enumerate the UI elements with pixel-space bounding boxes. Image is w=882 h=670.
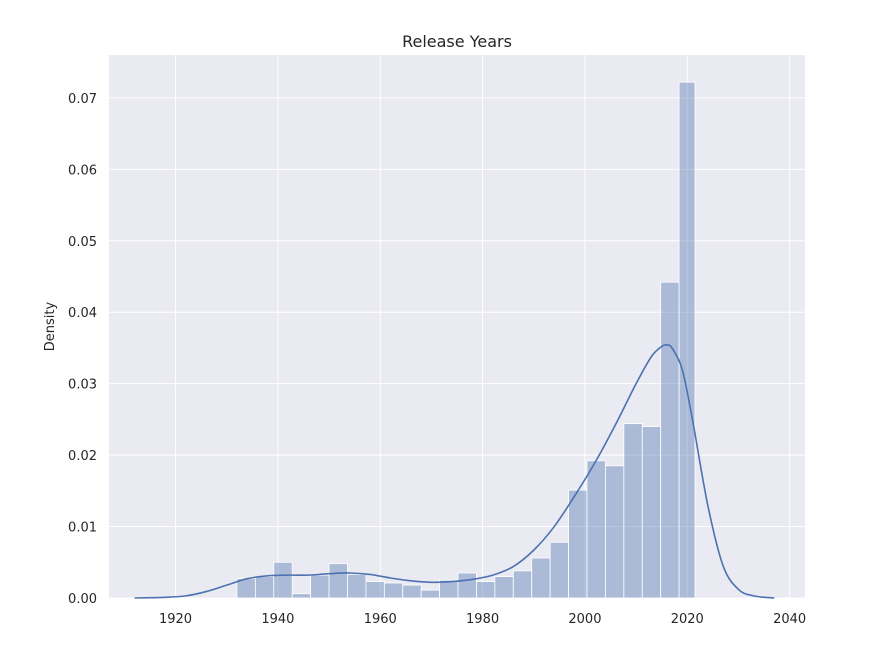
x-tick-label: 2040 [773,612,806,627]
histogram-bar [310,574,330,599]
histogram-bar [678,81,696,599]
y-tick-label: 0.04 [68,306,97,321]
x-tick-label: 1980 [466,612,499,627]
y-tick-label: 0.01 [68,521,97,536]
histogram-bar [605,465,625,599]
histogram-bar [365,581,385,599]
x-tick-label: 1940 [261,612,294,627]
histogram-bar [420,589,441,599]
y-tick-label: 0.03 [68,378,97,393]
histogram-bar [254,576,275,599]
y-tick-label: 0.02 [68,449,97,464]
histogram-bar [494,576,514,599]
histogram-bar [291,593,312,599]
histogram-bar [383,582,404,599]
histogram-bar [328,563,348,599]
histogram-bar [457,572,477,599]
x-tick-label: 1960 [364,612,397,627]
y-tick-label: 0.00 [68,592,97,607]
x-tick-label: 2020 [671,612,704,627]
plot-area [109,55,805,598]
histogram-bar [273,561,293,599]
histogram-bar [531,557,551,599]
x-tick-label: 1920 [159,612,192,627]
chart-title: Release Years [402,32,512,51]
histogram-bar [623,423,643,599]
histogram-bar [568,489,588,599]
histogram-bar [347,574,367,599]
histogram-bar [660,281,680,599]
grid-lines [109,55,805,599]
y-tick-label: 0.07 [68,92,97,107]
y-axis-label: Density [43,301,58,351]
histogram-bar [476,581,496,599]
kde-curve [134,344,775,599]
y-tick-label: 0.06 [68,163,97,178]
x-tick-label: 2000 [568,612,601,627]
histogram-bar [641,426,662,599]
tick-labels: 1920 1940 1960 1980 2000 2020 2040 0.00 0.01 0.02… [68,92,806,627]
histogram-bar [402,584,422,599]
y-tick-label: 0.05 [68,235,97,250]
histogram-bars [236,81,696,599]
histogram-bar [512,570,533,599]
histogram-bar [586,460,606,599]
histogram-bar [549,541,569,599]
